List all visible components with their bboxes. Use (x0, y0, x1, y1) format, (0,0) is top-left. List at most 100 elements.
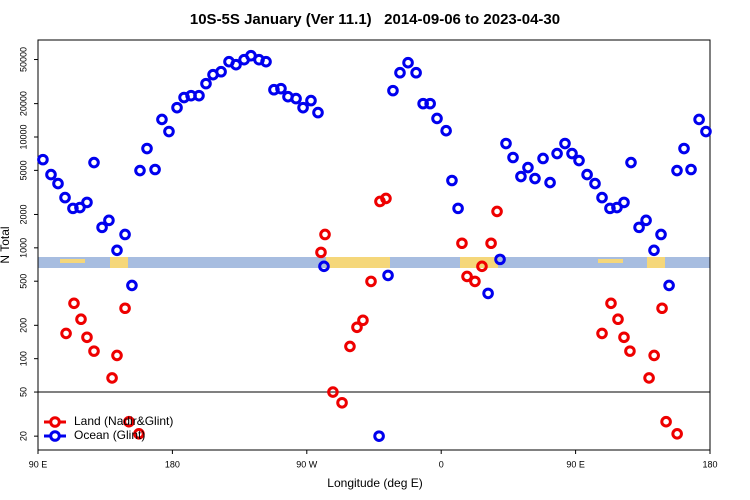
point (476, 260, 488, 273)
y-tick-label: 5000 (18, 160, 28, 180)
plot-frame (37, 39, 711, 451)
point (215, 65, 227, 78)
x-axis-label: Longitude (deg E) (327, 476, 422, 490)
point (700, 125, 712, 138)
point (410, 66, 422, 79)
point (633, 221, 645, 234)
legend-label: Land (Nadir&Glint) (74, 414, 173, 428)
point (305, 94, 317, 107)
point (656, 302, 668, 315)
point (648, 349, 660, 362)
point (67, 202, 79, 215)
point (431, 112, 443, 125)
point (500, 137, 512, 150)
point (96, 221, 108, 234)
y-axis-label: N Total (0, 226, 12, 263)
point (655, 228, 667, 241)
point (394, 66, 406, 79)
point (380, 192, 392, 205)
point (671, 164, 683, 177)
map-strip (38, 257, 710, 268)
point (660, 415, 672, 428)
point (596, 327, 608, 340)
legend-marker (49, 416, 61, 428)
y-tick-label: 10000 (18, 124, 28, 149)
point (566, 147, 578, 160)
point (60, 327, 72, 340)
point (643, 372, 655, 384)
point (581, 168, 593, 181)
point (494, 253, 506, 266)
point (402, 56, 414, 69)
point (678, 142, 690, 155)
point (573, 154, 585, 167)
point (126, 279, 138, 292)
point (387, 84, 399, 97)
point (357, 314, 369, 327)
point (75, 313, 87, 326)
legend-marker (49, 430, 61, 442)
point (74, 201, 86, 214)
legend-label: Ocean (Glint) (74, 428, 145, 442)
point (544, 176, 556, 189)
point (68, 297, 80, 310)
point (149, 163, 161, 176)
y-tick-label: 500 (18, 274, 28, 289)
point (344, 340, 356, 353)
x-tick-label: 180 (165, 459, 180, 469)
y-tick-label: 100 (18, 351, 28, 366)
point (275, 82, 287, 95)
map-land (326, 257, 390, 268)
point (81, 331, 93, 344)
point (604, 202, 616, 215)
point (312, 106, 324, 119)
point (351, 321, 363, 334)
y-tick-label: 50000 (18, 47, 28, 72)
y-tick-label: 20 (18, 431, 28, 441)
y-tick-label: 50 (18, 387, 28, 397)
map-land (598, 259, 623, 263)
point (596, 191, 608, 204)
x-tick-label: 90 E (29, 459, 48, 469)
point (625, 156, 637, 169)
point (88, 345, 100, 357)
point (537, 152, 549, 165)
point (141, 142, 153, 155)
y-tick-label: 1000 (18, 238, 28, 258)
chart-title: 10S-5S January (Ver 11.1) 2014-09-06 to … (190, 11, 560, 28)
point (605, 297, 617, 310)
y-tick-label: 200 (18, 318, 28, 333)
y-tick-label: 2000 (18, 204, 28, 224)
point (522, 161, 534, 174)
point (693, 113, 705, 126)
point (156, 113, 168, 126)
point (123, 415, 135, 428)
point (336, 396, 348, 409)
point (37, 153, 49, 166)
point (133, 428, 145, 440)
point (111, 349, 123, 362)
map-land (647, 257, 665, 268)
point (456, 237, 468, 250)
point (103, 214, 115, 227)
point (618, 331, 630, 344)
point (491, 205, 503, 218)
point (469, 275, 481, 288)
point (671, 428, 683, 440)
y-tick-label: 20000 (18, 91, 28, 116)
point (424, 97, 436, 110)
point (106, 372, 118, 384)
point (119, 228, 131, 241)
point (417, 97, 429, 110)
point (446, 174, 458, 187)
point (230, 58, 242, 71)
point (589, 177, 601, 190)
point (618, 196, 630, 209)
point (59, 191, 71, 204)
point (327, 386, 339, 398)
point (452, 202, 464, 215)
point (461, 270, 473, 283)
point (559, 137, 571, 150)
